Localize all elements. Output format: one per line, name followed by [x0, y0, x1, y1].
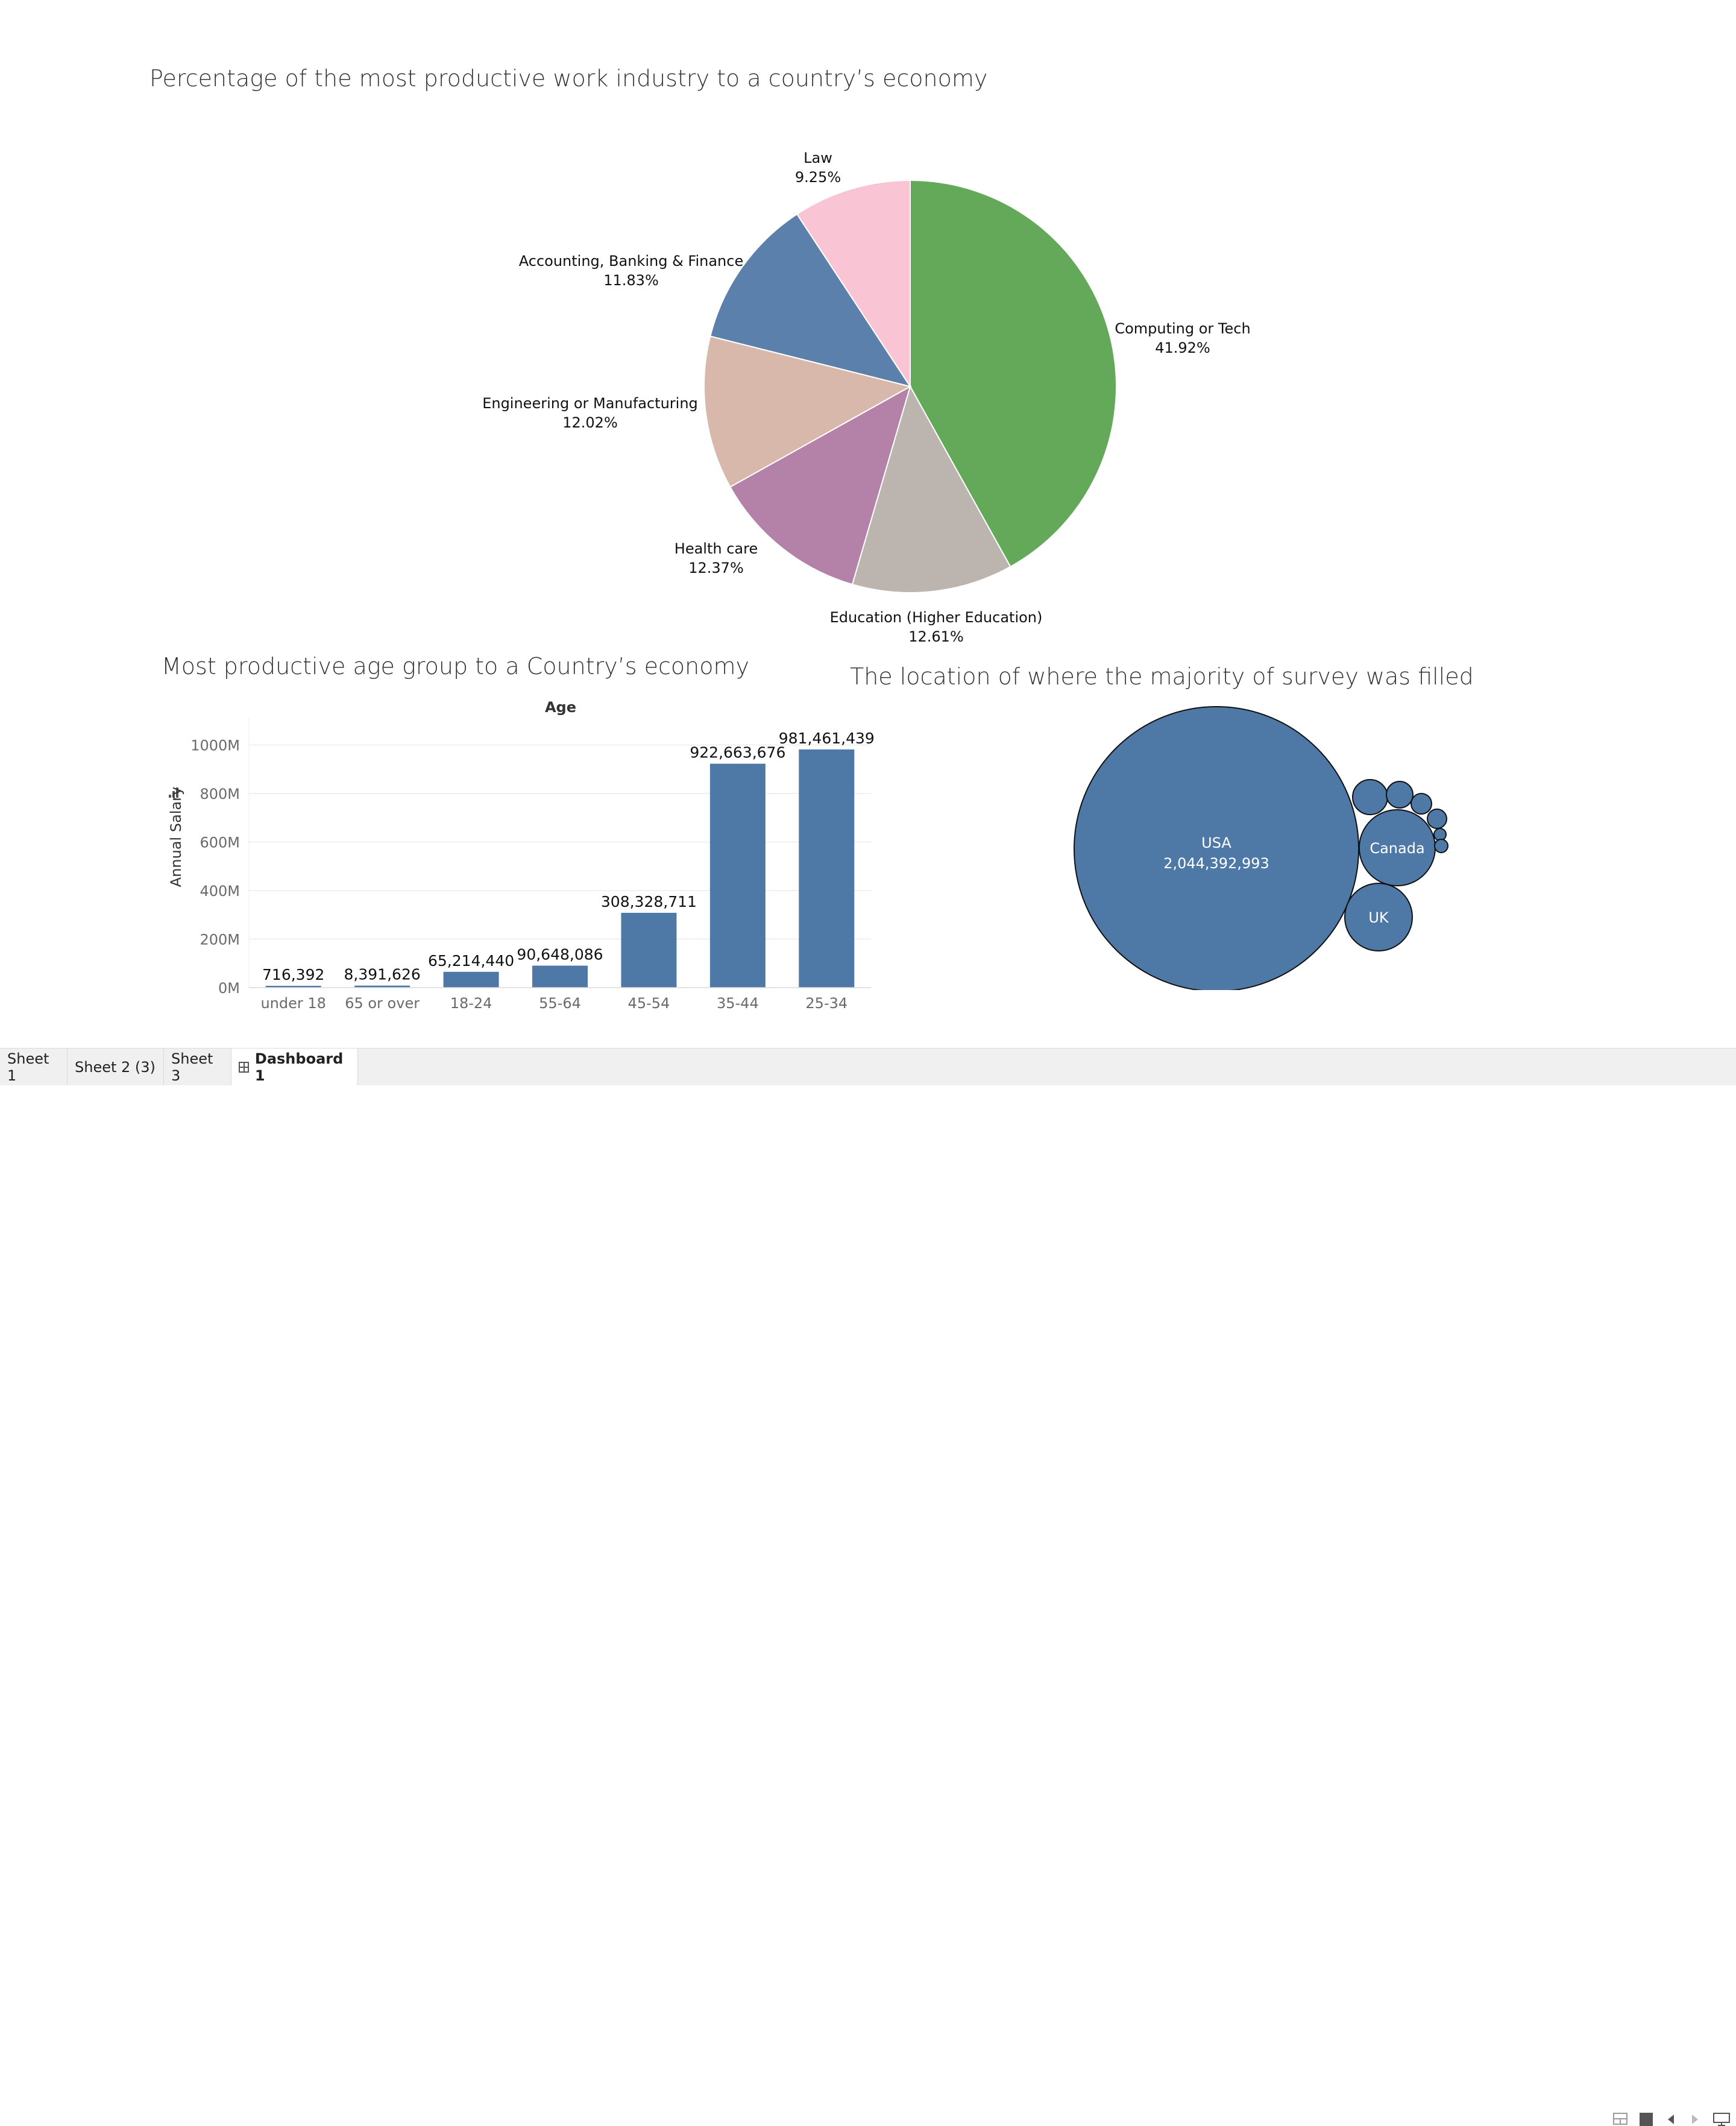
pie-slice[interactable]: [851, 385, 1011, 593]
pie-slice-value-label: 41.92%: [1155, 339, 1210, 356]
pie-slice-value-label: 11.83%: [603, 272, 659, 289]
pie-slice-label: Accounting, Banking & Finance: [519, 253, 743, 270]
y-tick-label: 400M: [200, 883, 240, 900]
y-tick-label: 800M: [200, 786, 240, 803]
pie-slice-label: Health care: [675, 540, 758, 557]
bar[interactable]: [265, 986, 321, 988]
bar-value-label: 716,392: [262, 966, 324, 983]
pie-slice-label: Computing or Tech: [1115, 320, 1250, 337]
tab-label: Dashboard 1: [254, 1050, 344, 1084]
x-tick-label: 55-64: [539, 995, 581, 1012]
pie-slice-value-label: 12.61%: [908, 628, 964, 645]
x-tick-label: 45-54: [628, 995, 670, 1012]
bubble-label: UK: [1368, 909, 1389, 926]
grid-view-icon[interactable]: [1613, 2113, 1628, 2125]
bubble[interactable]: [1352, 779, 1388, 815]
bar[interactable]: [354, 985, 410, 988]
bubble[interactable]: [1434, 839, 1448, 853]
pie-slice[interactable]: [709, 213, 912, 388]
bubble[interactable]: [1410, 793, 1432, 815]
tab-sheet-2[interactable]: Sheet 2 (3): [68, 1049, 164, 1085]
y-tick-label: 0M: [218, 980, 240, 997]
x-tick-label: under 18: [260, 995, 326, 1012]
bubble[interactable]: [1386, 781, 1414, 809]
fullscreen-icon[interactable]: [1640, 2113, 1653, 2126]
tab-dashboard-1[interactable]: Dashboard 1: [231, 1049, 358, 1085]
pie-slice-label: Education (Higher Education): [830, 609, 1043, 626]
pie-slice-value-label: 9.25%: [795, 169, 841, 186]
bar-value-label: 8,391,626: [344, 966, 421, 983]
x-tick-label: 18-24: [450, 995, 492, 1012]
bar-value-label: 922,663,676: [690, 744, 785, 762]
y-axis-sort-icon[interactable]: [169, 787, 178, 798]
dashboard-icon: [239, 1061, 249, 1073]
bubble[interactable]: [1433, 828, 1447, 841]
y-tick-label: 200M: [200, 932, 240, 948]
bubble[interactable]: [1427, 809, 1447, 829]
sheet-tab-bar: Sheet 1 Sheet 2 (3) Sheet 3 Dashboard 1: [0, 1048, 1736, 2126]
bar[interactable]: [532, 965, 588, 988]
bar-y-axis-title: Annual Salary: [168, 787, 184, 887]
x-tick-label: 65 or over: [345, 995, 420, 1012]
y-tick-label: 600M: [200, 834, 240, 851]
pie-slice[interactable]: [729, 385, 911, 585]
bar-chart: 0M 200M 400M 600M 800M 1000M 716,392 under 18 8,…: [190, 718, 875, 1012]
dashboard-canvas: Percentage of the most productive work i…: [149, 65, 1474, 1012]
previous-icon[interactable]: [1667, 2114, 1675, 2125]
bubble[interactable]: [1074, 706, 1359, 991]
tab-label: Sheet 1: [7, 1050, 49, 1084]
bubble-value-label: 2,044,392,993: [1163, 855, 1269, 872]
bubble-label: Canada: [1370, 840, 1424, 857]
bar[interactable]: [709, 763, 766, 988]
tab-sheet-3[interactable]: Sheet 3: [164, 1049, 231, 1085]
x-tick-label: 25-34: [805, 995, 848, 1012]
x-tick-label: 35-44: [717, 995, 759, 1012]
pie-slice-value-label: 12.37%: [688, 560, 744, 576]
bar-value-label: 308,328,711: [601, 893, 697, 910]
tab-label: Sheet 2 (3): [75, 1058, 156, 1076]
bar-value-label: 981,461,439: [779, 730, 875, 747]
bubble-label: USA: [1201, 834, 1231, 851]
bar-chart-title: Most productive age group to a Country’s…: [162, 653, 749, 680]
pie-slice[interactable]: [910, 179, 1117, 568]
next-icon[interactable]: [1691, 2114, 1699, 2125]
bubble[interactable]: [1344, 883, 1413, 951]
bar[interactable]: [799, 749, 855, 988]
bar[interactable]: [443, 971, 499, 988]
pie-slice-value-label: 12.02%: [562, 414, 618, 431]
y-tick-label: 1000M: [190, 737, 240, 754]
pie-slice-label: Law: [804, 150, 832, 166]
bubble-chart: USA 2,044,392,993 Canada UK: [1074, 706, 1448, 991]
pie-slice[interactable]: [796, 179, 911, 389]
bar-value-label: 90,648,086: [517, 946, 603, 964]
bar[interactable]: [621, 912, 677, 988]
tab-label: Sheet 3: [171, 1050, 213, 1084]
tab-sheet-1[interactable]: Sheet 1: [0, 1049, 68, 1085]
pie-slice-label: Engineering or Manufacturing: [482, 395, 698, 412]
bar-value-label: 65,214,440: [428, 952, 514, 970]
pie-chart-title: Percentage of the most productive work i…: [149, 65, 987, 92]
bubble-chart-title: The location of where the majority of su…: [850, 663, 1474, 690]
bar-x-axis-title: Age: [545, 699, 576, 716]
pie-chart: Computing or Tech 41.92% Education (Higher…: [482, 150, 1250, 645]
presentation-icon[interactable]: [1713, 2113, 1730, 2126]
